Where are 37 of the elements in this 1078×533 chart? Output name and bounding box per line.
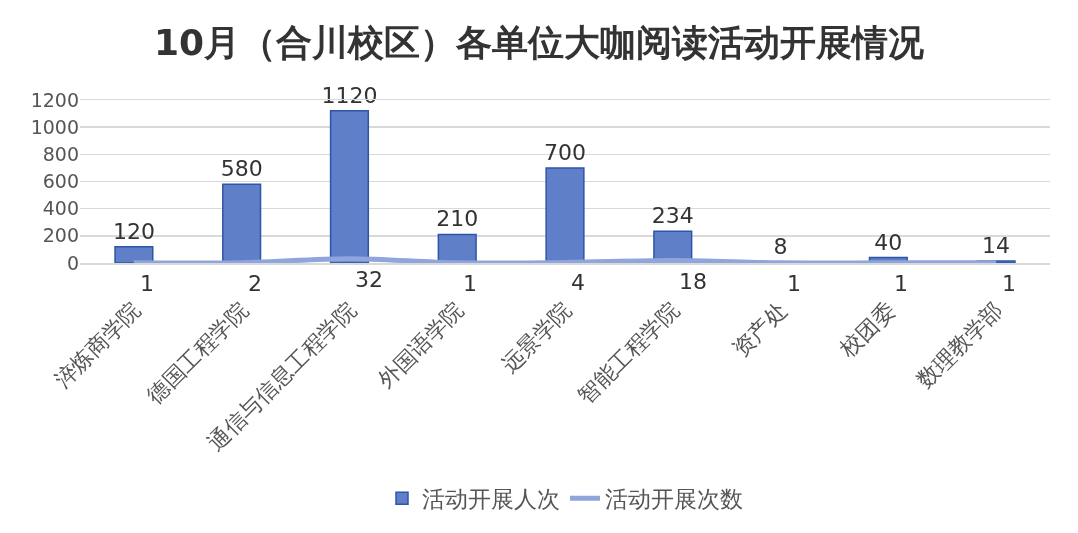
bar	[222, 183, 262, 263]
x-tick-label: 外国语学院	[373, 297, 469, 393]
data-label: 234	[651, 203, 694, 229]
data-label: 1	[894, 271, 908, 296]
y-tick-label: 0	[66, 251, 79, 274]
data-label: 32	[355, 267, 383, 292]
data-label: 2	[248, 271, 262, 296]
y-tick-label: 600	[42, 170, 79, 193]
x-tick-label: 数理教学部	[911, 297, 1008, 393]
data-label: 1	[1002, 271, 1016, 296]
data-label: 14	[982, 233, 1011, 259]
y-tick-label: 200	[42, 224, 79, 247]
data-label: 210	[436, 206, 479, 232]
data-label: 1	[463, 271, 477, 296]
data-label: 580	[220, 156, 263, 182]
data-label: 1120	[321, 82, 378, 108]
data-label: 40	[874, 229, 903, 255]
y-tick-label: 1200	[30, 88, 79, 111]
data-label: 18	[679, 269, 707, 294]
y-tick-label: 1000	[30, 115, 79, 138]
y-tick-label: 400	[42, 197, 79, 220]
y-tick-label: 800	[42, 142, 79, 165]
bar	[545, 167, 585, 263]
data-label: 4	[571, 270, 585, 295]
data-label: 700	[544, 139, 586, 165]
x-tick-label: 资产处	[727, 297, 792, 362]
data-label: 120	[112, 218, 155, 244]
legend-label: 活动开展次数	[605, 486, 743, 513]
x-tick-label: 校团委	[834, 297, 900, 363]
data-label: 1	[140, 271, 154, 296]
legend-label: 活动开展人次	[422, 486, 560, 513]
x-tick-label: 淬炼商学院	[49, 297, 146, 393]
chart-title: 10月（合川校区）各单位大咖阅读活动开展情况	[153, 22, 925, 64]
data-label: 8	[773, 233, 788, 259]
data-label: 1	[787, 271, 801, 296]
bar	[114, 245, 154, 263]
bar	[329, 110, 370, 263]
